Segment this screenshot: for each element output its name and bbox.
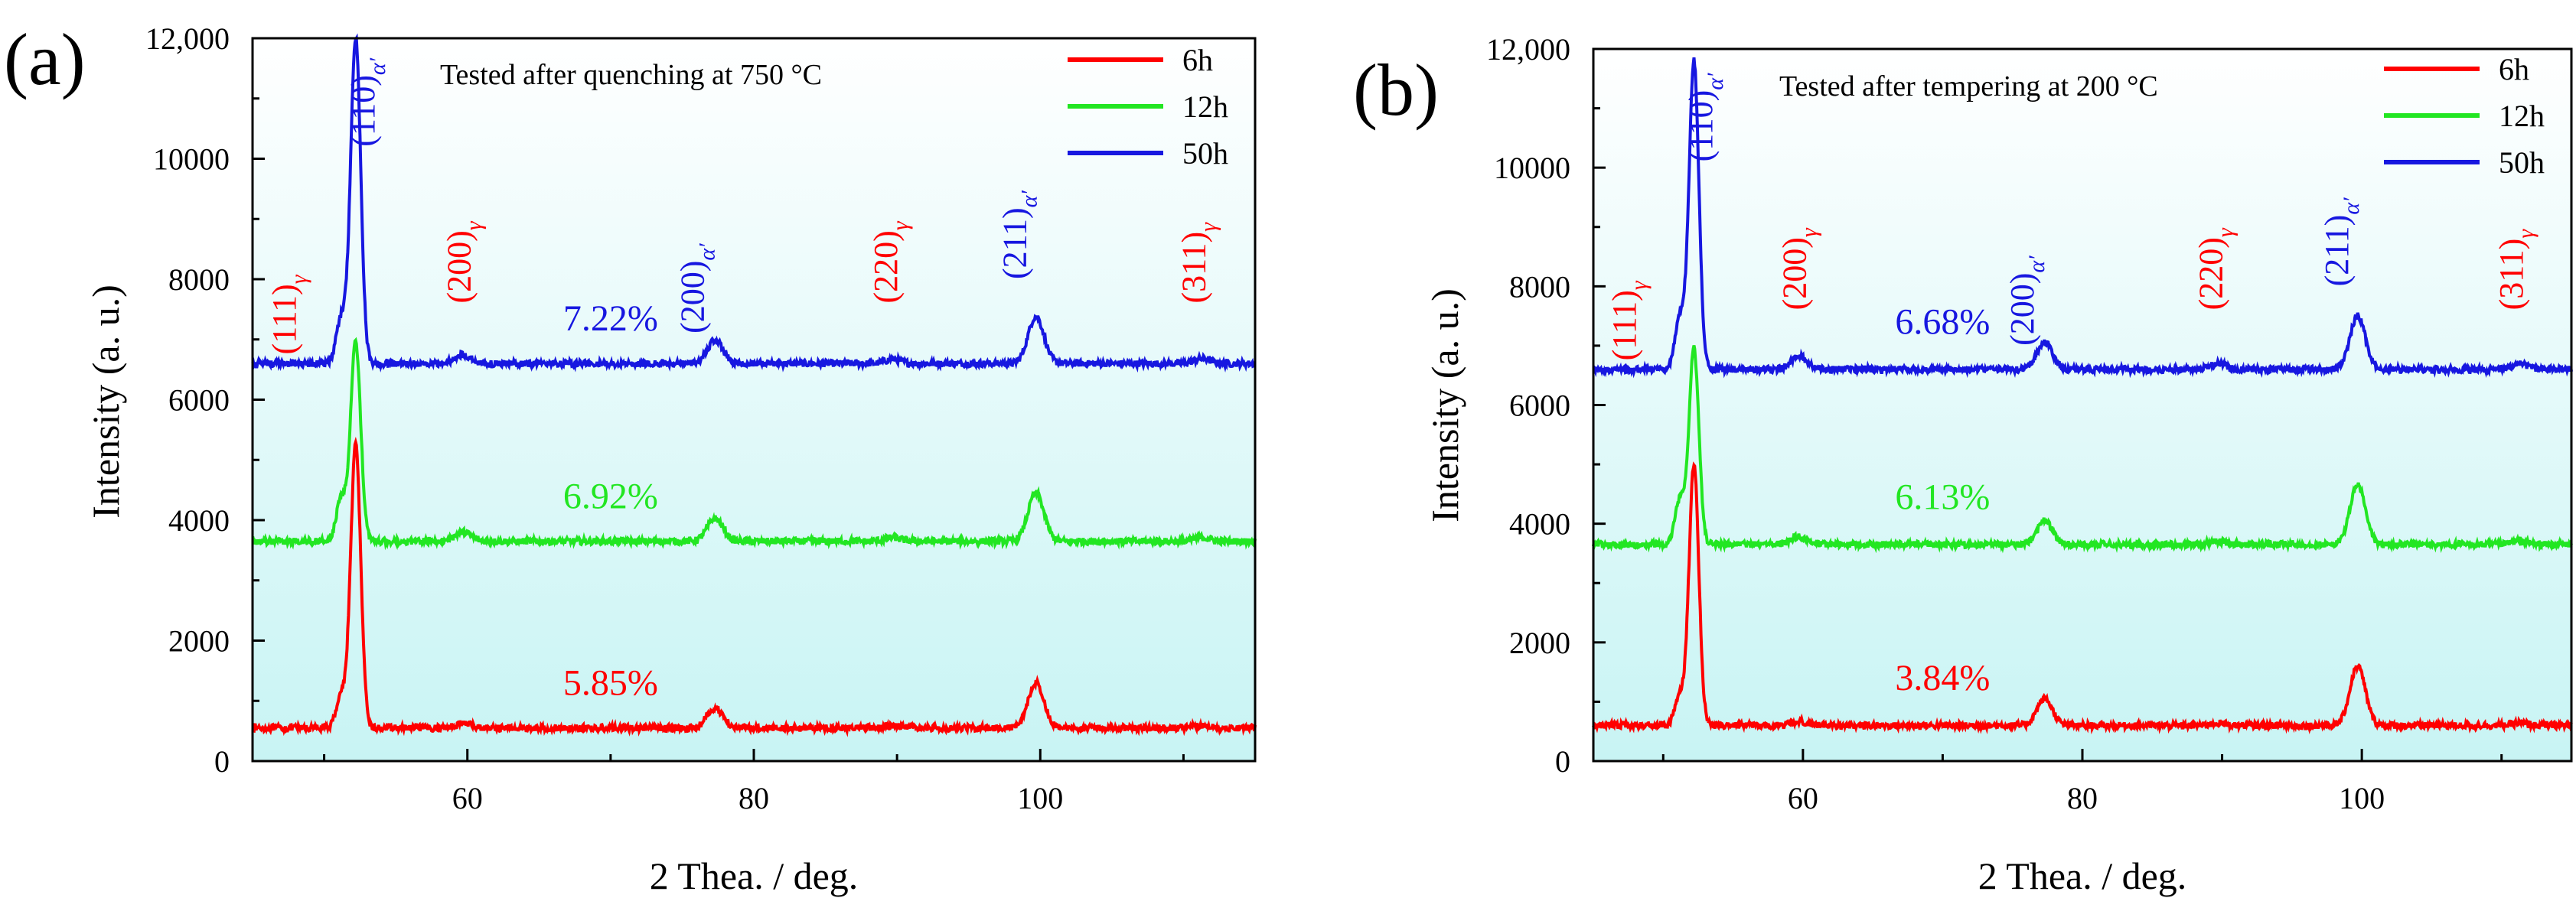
series-line-12h [251, 337, 1257, 551]
peak-label-phase: γ [1196, 222, 1221, 232]
series-line-6h [252, 436, 1257, 737]
peak-label-text: (110) [344, 75, 382, 147]
series-line-12h [1592, 345, 2573, 554]
peak-label-phase: α′ [365, 57, 390, 75]
peak-label-text: (200) [2004, 273, 2041, 346]
peak-label-text: (211) [2318, 215, 2356, 287]
legend: 6h 12h 50h [1068, 43, 1228, 171]
peak-label-phase: γ [1797, 227, 1822, 237]
fraction-label-12h: 6.92% [563, 476, 658, 516]
y-tick-label: 10000 [1494, 151, 1570, 185]
peak-label: (211)α′ [996, 190, 1042, 279]
plot-background [1593, 49, 2571, 761]
y-tick-label: 2000 [168, 624, 230, 659]
fraction-label-50h: 7.22% [563, 298, 658, 339]
peak-label-phase: α′ [2024, 255, 2049, 273]
peak-label-phase: γ [2213, 227, 2239, 237]
series-line-50h [1592, 57, 2573, 379]
peak-label: (220)γ [867, 220, 913, 303]
condition-note: Tested after tempering at 200 °C [1779, 70, 2158, 102]
peak-label: (110)α′ [344, 57, 390, 146]
y-tick-label: 12,000 [145, 21, 230, 56]
peak-label-text: (111) [1606, 290, 1643, 360]
x-tick-label: 60 [1788, 781, 1818, 815]
y-tick-label: 0 [1555, 744, 1570, 779]
x-axis-title: 2 Thea. / deg. [1978, 854, 2187, 897]
peak-label: (211)α′ [2318, 197, 2364, 286]
condition-note: Tested after quenching at 750 °C [440, 59, 822, 91]
peak-label-text: (200) [674, 261, 712, 333]
peak-label-text: (200) [1776, 237, 1814, 310]
legend-label-12h: 12h [1182, 89, 1228, 124]
peak-label: (111)γ [1606, 280, 1652, 360]
peak-label-text: (220) [2193, 237, 2230, 310]
panel-b: 3.84%6.13%6.68%(111)γ(110)α′(200)γ(200)α… [1353, 32, 2573, 897]
fraction-label-6h: 3.84% [1895, 658, 1990, 698]
legend-label-12h: 12h [2499, 99, 2545, 133]
peak-label: (111)γ [266, 274, 311, 354]
y-tick-label: 12,000 [1486, 32, 1570, 67]
peak-label: (220)γ [2193, 227, 2239, 310]
peak-label: (200)γ [440, 220, 486, 303]
y-tick-label: 6000 [168, 383, 230, 418]
legend-label-50h: 50h [1182, 136, 1228, 171]
peak-label-phase: α′ [695, 243, 720, 261]
x-tick-label: 60 [452, 781, 483, 815]
peak-label-text: (110) [1682, 90, 1720, 162]
y-tick-label: 6000 [1509, 389, 1570, 423]
legend-label-50h: 50h [2499, 145, 2545, 180]
y-tick-label: 2000 [1509, 626, 1570, 660]
panel-letter: (b) [1353, 49, 1439, 131]
legend: 6h 12h 50h [2384, 52, 2545, 180]
peak-label-text: (211) [996, 207, 1034, 279]
x-tick-label: 100 [2339, 781, 2385, 815]
peak-label: (110)α′ [1682, 73, 1728, 161]
x-tick-label: 80 [739, 781, 769, 815]
peak-label-text: (200) [440, 230, 478, 303]
peak-label-phase: γ [1626, 280, 1652, 290]
legend-label-6h: 6h [1182, 43, 1213, 77]
peak-label: (311)γ [1176, 222, 1221, 304]
peak-label: (311)γ [2493, 229, 2539, 311]
peak-label-phase: α′ [1017, 190, 1042, 208]
y-axis-title: Intensity (a. u.) [1423, 288, 1466, 522]
y-axis-title: Intensity (a. u.) [84, 285, 127, 518]
y-tick-label: 8000 [1509, 269, 1570, 304]
x-tick-label: 100 [1017, 781, 1063, 815]
fraction-label-12h: 6.13% [1895, 477, 1990, 517]
peak-label-text: (220) [867, 230, 905, 303]
peak-label-phase: γ [286, 274, 311, 284]
peak-label-phase: γ [461, 220, 486, 230]
peak-label-text: (111) [266, 284, 303, 354]
plot-background [253, 38, 1255, 761]
peak-label-phase: α′ [1703, 73, 1728, 90]
peak-label-phase: γ [888, 220, 913, 230]
panel-letter: (a) [4, 18, 86, 100]
y-tick-label: 0 [214, 744, 230, 779]
panel-a: 5.85%6.92%7.22%(111)γ(110)α′(200)γ(200)α… [4, 18, 1257, 897]
x-tick-label: 80 [2067, 781, 2098, 815]
series-line-6h [1592, 461, 2573, 735]
peak-label: (200)γ [1776, 227, 1822, 310]
x-axis-title: 2 Thea. / deg. [650, 854, 859, 897]
peak-label-phase: α′ [2339, 197, 2364, 215]
fraction-label-50h: 6.68% [1895, 301, 1990, 342]
series-line-50h [251, 33, 1257, 373]
peak-label-text: (311) [1176, 232, 1213, 304]
peak-label: (200)α′ [2004, 255, 2049, 346]
fraction-label-6h: 5.85% [563, 662, 658, 703]
peak-label: (200)α′ [674, 243, 720, 333]
legend-label-6h: 6h [2499, 52, 2529, 86]
y-tick-label: 10000 [153, 142, 230, 177]
y-tick-label: 4000 [168, 503, 230, 538]
y-tick-label: 4000 [1509, 507, 1570, 542]
peak-label-text: (311) [2493, 239, 2530, 311]
peak-label-phase: γ [2513, 229, 2539, 239]
y-tick-label: 8000 [168, 262, 230, 297]
